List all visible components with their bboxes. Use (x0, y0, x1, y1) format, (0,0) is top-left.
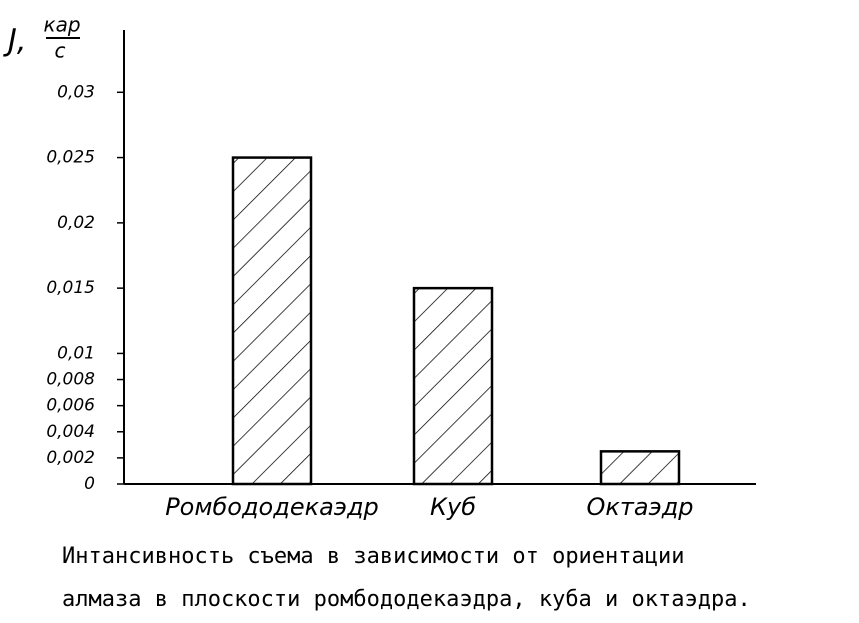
y-tick-label: 0,02 (57, 213, 95, 233)
bar (412, 286, 494, 486)
y-tick-label: 0,01 (57, 343, 95, 363)
caption-line: Интансивность съема в зависимости от ори… (62, 544, 685, 569)
y-tick-label: 0,015 (46, 278, 95, 298)
y-tick-label: 0,004 (46, 422, 95, 442)
caption-line: алмаза в плоскости ромбододекаэдра, куба… (62, 587, 751, 612)
bar (231, 156, 313, 486)
x-tick-label: Куб (430, 493, 476, 521)
y-label-denominator: с (55, 39, 66, 63)
y-label-numerator: кар (43, 13, 80, 37)
y-axis-label: J, кар с (3, 13, 81, 63)
y-label-symbol: J, (3, 24, 26, 59)
x-tick-label: Октаэдр (586, 493, 693, 521)
y-tick-label: 0,008 (46, 370, 95, 390)
bar (599, 450, 681, 486)
y-tick-label: 0,006 (46, 396, 95, 416)
x-tick-label: Ромбододекаэдр (165, 493, 379, 521)
y-tick-label: 0,03 (57, 82, 95, 102)
y-tick-label: 0,025 (46, 148, 95, 168)
y-tick-label: 0,002 (46, 448, 95, 468)
y-tick-label: 0 (84, 474, 95, 494)
